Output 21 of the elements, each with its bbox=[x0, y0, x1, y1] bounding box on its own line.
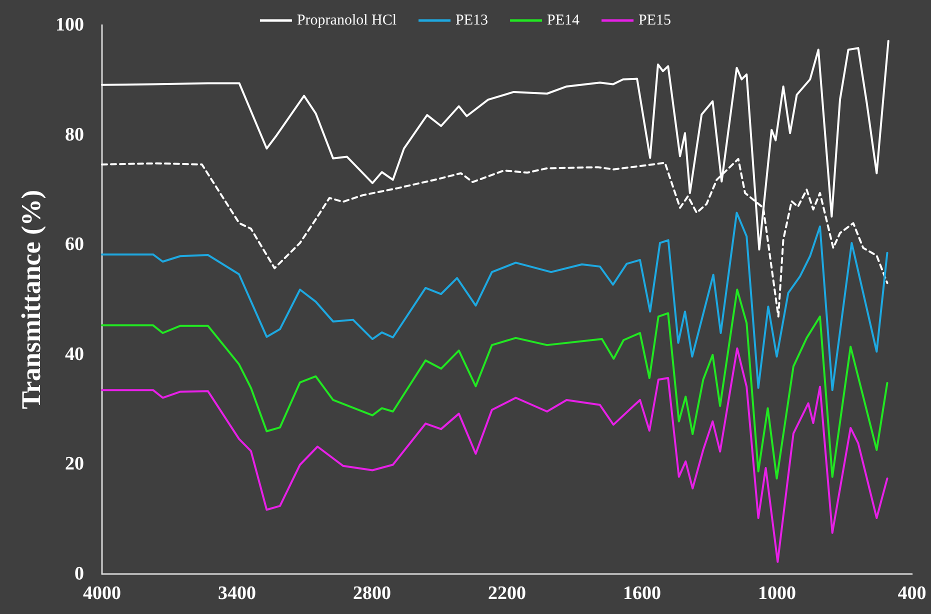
x-tick-label: 2200 bbox=[488, 583, 526, 604]
line-series bbox=[101, 212, 888, 392]
x-tick-label: 4000 bbox=[83, 583, 121, 604]
y-tick-label: 100 bbox=[56, 14, 84, 36]
legend-label: PE15 bbox=[638, 12, 672, 28]
y-tick-label: 0 bbox=[74, 564, 84, 584]
x-tick-label: 1000 bbox=[758, 583, 796, 604]
y-axis-title: Transmittance (%) bbox=[16, 190, 46, 410]
legend-label: PE14 bbox=[547, 12, 580, 28]
y-tick-label: 60 bbox=[65, 234, 84, 256]
legend-label: PE13 bbox=[456, 12, 488, 28]
legend-label: Propranolol HCl bbox=[296, 12, 397, 28]
y-tick-label: 20 bbox=[65, 454, 84, 475]
y-tick-label: 80 bbox=[65, 124, 84, 146]
x-tick-label: 3400 bbox=[218, 583, 256, 604]
x-tick-label: 1600 bbox=[623, 583, 661, 604]
x-tick-label: 400 bbox=[898, 583, 926, 604]
y-tick-label: 40 bbox=[65, 344, 84, 365]
x-tick-label: 2800 bbox=[353, 583, 391, 604]
line-series bbox=[101, 347, 888, 563]
line-series bbox=[101, 288, 888, 480]
